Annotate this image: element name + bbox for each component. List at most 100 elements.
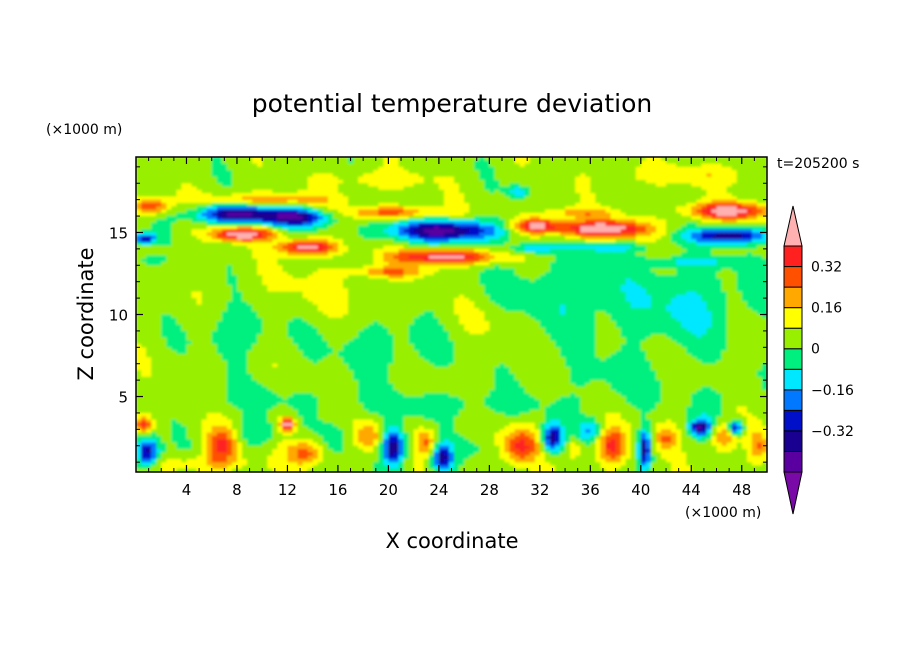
field-cell-1238 [706, 186, 713, 191]
field-cell-3478 [655, 245, 662, 250]
field-cell-2576 [519, 222, 526, 227]
field-cell-1312 [448, 189, 455, 194]
field-cell-421 [368, 166, 374, 171]
field-cell-2546 [368, 222, 374, 227]
field-cell-598 [630, 170, 637, 175]
field-cell-2150 [262, 212, 268, 217]
field-cell-4001 [141, 262, 147, 266]
field-cell-1937 [448, 206, 455, 211]
field-cell-3568 [479, 248, 485, 253]
field-cell-363 [706, 163, 713, 168]
field-cell-1639 [206, 199, 213, 204]
field-cell-4068 [479, 262, 485, 266]
field-cell-1817 [474, 202, 480, 207]
field-cell-1427 [398, 193, 405, 197]
field-cell-3703 [529, 252, 536, 257]
field-cell-3957 [549, 258, 556, 263]
field-cell-2797 [373, 229, 379, 234]
field-cell-3865 [716, 255, 723, 260]
field-cell-2408 [302, 219, 309, 224]
field-cell-2440 [464, 219, 470, 224]
field-cell-1096 [620, 183, 627, 188]
field-cell-3428 [403, 245, 410, 250]
field-cell-3730 [666, 252, 672, 257]
field-cell-4074 [509, 262, 516, 266]
field-cell-3417 [348, 245, 354, 250]
field-cell-2967 [600, 232, 607, 237]
field-cell-2930 [413, 232, 420, 237]
field-cell-3907 [297, 258, 304, 263]
field-cell-1360 [691, 189, 697, 194]
field-cell-3279 [282, 242, 289, 247]
field-cell-545 [363, 170, 369, 175]
field-cell-2946 [494, 232, 501, 237]
field-cell-210 [565, 160, 571, 165]
field-cell-1687 [448, 199, 455, 204]
field-cell-1542 [348, 196, 354, 201]
field-cell-1509 [181, 196, 188, 201]
field-cell-939 [459, 179, 465, 184]
field-cell-365 [716, 163, 723, 168]
field-cell-98 [630, 157, 637, 161]
field-cell-2913 [327, 232, 334, 237]
field-cell-3810 [438, 255, 445, 260]
field-cell-1214 [585, 186, 591, 191]
field-cell-1016 [216, 183, 223, 188]
field-cell-2727 [650, 225, 657, 230]
field-cell-2608 [681, 222, 687, 227]
field-cell-414 [332, 166, 339, 171]
field-cell-3898 [252, 258, 258, 263]
field-cell-3746 [746, 252, 753, 257]
field-cell-2875 [136, 232, 142, 237]
field-cell-2391 [216, 219, 223, 224]
field-cell-2322 [499, 216, 506, 220]
field-cell-1643 [226, 199, 233, 204]
field-cell-3615 [716, 248, 723, 253]
field-cell-1185 [438, 186, 445, 191]
field-cell-2522 [247, 222, 253, 227]
field-cell-1888 [201, 206, 208, 211]
field-cell-1286 [317, 189, 324, 194]
field-cell-3515 [211, 248, 218, 253]
field-cell-1618 [731, 196, 738, 201]
field-cell-3739 [711, 252, 718, 257]
field-cell-2699 [509, 225, 516, 230]
field-cell-152 [272, 160, 278, 165]
field-cell-124 [761, 157, 767, 161]
field-cell-1050 [388, 183, 395, 188]
field-cell-1797 [373, 202, 379, 207]
field-cell-474 [635, 166, 642, 171]
field-cell-1961 [570, 206, 576, 211]
field-cell-3108 [681, 235, 687, 240]
field-cell-2835 [565, 229, 571, 234]
field-cell-3505 [161, 248, 167, 253]
field-cell-972 [625, 179, 632, 184]
field-cell-3545 [363, 248, 369, 253]
field-cell-2352 [650, 216, 657, 220]
field-cell-2548 [378, 222, 384, 227]
field-cell-326 [519, 163, 526, 168]
field-cell-1466 [595, 193, 602, 197]
field-cell-90 [590, 157, 596, 161]
field-cell-3280 [287, 242, 294, 247]
field-cell-1368 [731, 189, 738, 194]
field-cell-1799 [383, 202, 389, 207]
field-cell-2570 [489, 222, 496, 227]
field-cell-406 [292, 166, 299, 171]
field-cell-1709 [560, 199, 566, 204]
field-cell-59 [433, 157, 440, 161]
field-cell-3752 [146, 255, 152, 260]
field-cell-283 [302, 163, 309, 168]
field-cell-2205 [539, 212, 546, 217]
field-cell-329 [534, 163, 541, 168]
field-cell-3808 [428, 255, 435, 260]
field-cell-1384 [181, 193, 188, 197]
field-cell-1336 [570, 189, 576, 194]
field-cell-2278 [277, 216, 283, 220]
field-cell-790 [337, 176, 344, 181]
field-cell-1219 [610, 186, 617, 191]
field-cell-2407 [297, 219, 304, 224]
field-cell-575 [514, 170, 521, 175]
field-cell-3105 [666, 235, 672, 240]
